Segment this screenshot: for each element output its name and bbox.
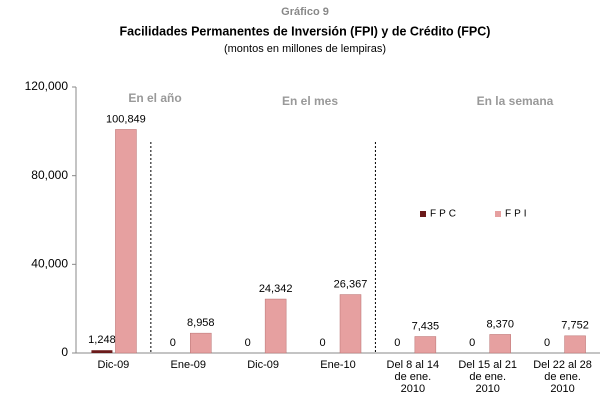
value-label: 0 <box>245 337 251 349</box>
value-label: 8,370 <box>486 318 514 330</box>
bar <box>91 350 113 353</box>
value-label: 7,435 <box>412 320 440 332</box>
legend-swatch <box>495 211 501 217</box>
chart-note: (montos en millones de lempiras) <box>224 43 386 55</box>
y-tick-label: 40,000 <box>31 257 68 271</box>
section-label: En la semana <box>477 94 554 108</box>
x-tick-label: Dic-09 <box>247 359 280 371</box>
value-label: 26,367 <box>334 278 368 290</box>
x-tick-label: Del 8 al 14 de ene. 2010 <box>386 359 440 395</box>
bar <box>190 332 212 354</box>
y-tick-label: 80,000 <box>31 168 68 182</box>
value-label: 8,958 <box>187 317 215 329</box>
value-label: 0 <box>394 337 400 349</box>
x-tick-label: Del 15 al 21 de ene. 2010 <box>458 359 518 395</box>
value-label: 1,248 <box>88 334 116 346</box>
x-tick-label: Ene-09 <box>170 359 207 371</box>
value-label: 7,752 <box>561 320 589 332</box>
bar <box>115 129 137 354</box>
legend-swatch <box>420 211 426 217</box>
bar <box>564 335 586 354</box>
y-tick-label: 120,000 <box>25 79 69 93</box>
legend-label: FPC <box>430 209 459 220</box>
value-label: 0 <box>469 337 475 349</box>
chart-subtitle: Facilidades Permanentes de Inversión (FP… <box>120 24 491 38</box>
value-label: 100,849 <box>106 113 146 125</box>
value-label: 24,342 <box>259 283 293 295</box>
value-label: 0 <box>170 337 176 349</box>
bar <box>489 334 511 354</box>
legend-label: FPI <box>505 209 530 220</box>
y-tick-label: 0 <box>61 345 68 359</box>
x-tick-label: Ene-10 <box>320 359 356 371</box>
x-tick-label: Del 22 al 28 de ene. 2010 <box>533 359 592 395</box>
bar <box>264 298 287 354</box>
bar <box>414 336 437 354</box>
value-label: 0 <box>544 337 550 349</box>
value-label: 0 <box>319 337 325 349</box>
x-tick-label: Dic-09 <box>97 359 130 371</box>
section-label: En el año <box>128 91 181 105</box>
chart-title: Gráfico 9 <box>281 6 329 18</box>
bar <box>339 294 362 354</box>
section-label: En el mes <box>282 94 338 108</box>
